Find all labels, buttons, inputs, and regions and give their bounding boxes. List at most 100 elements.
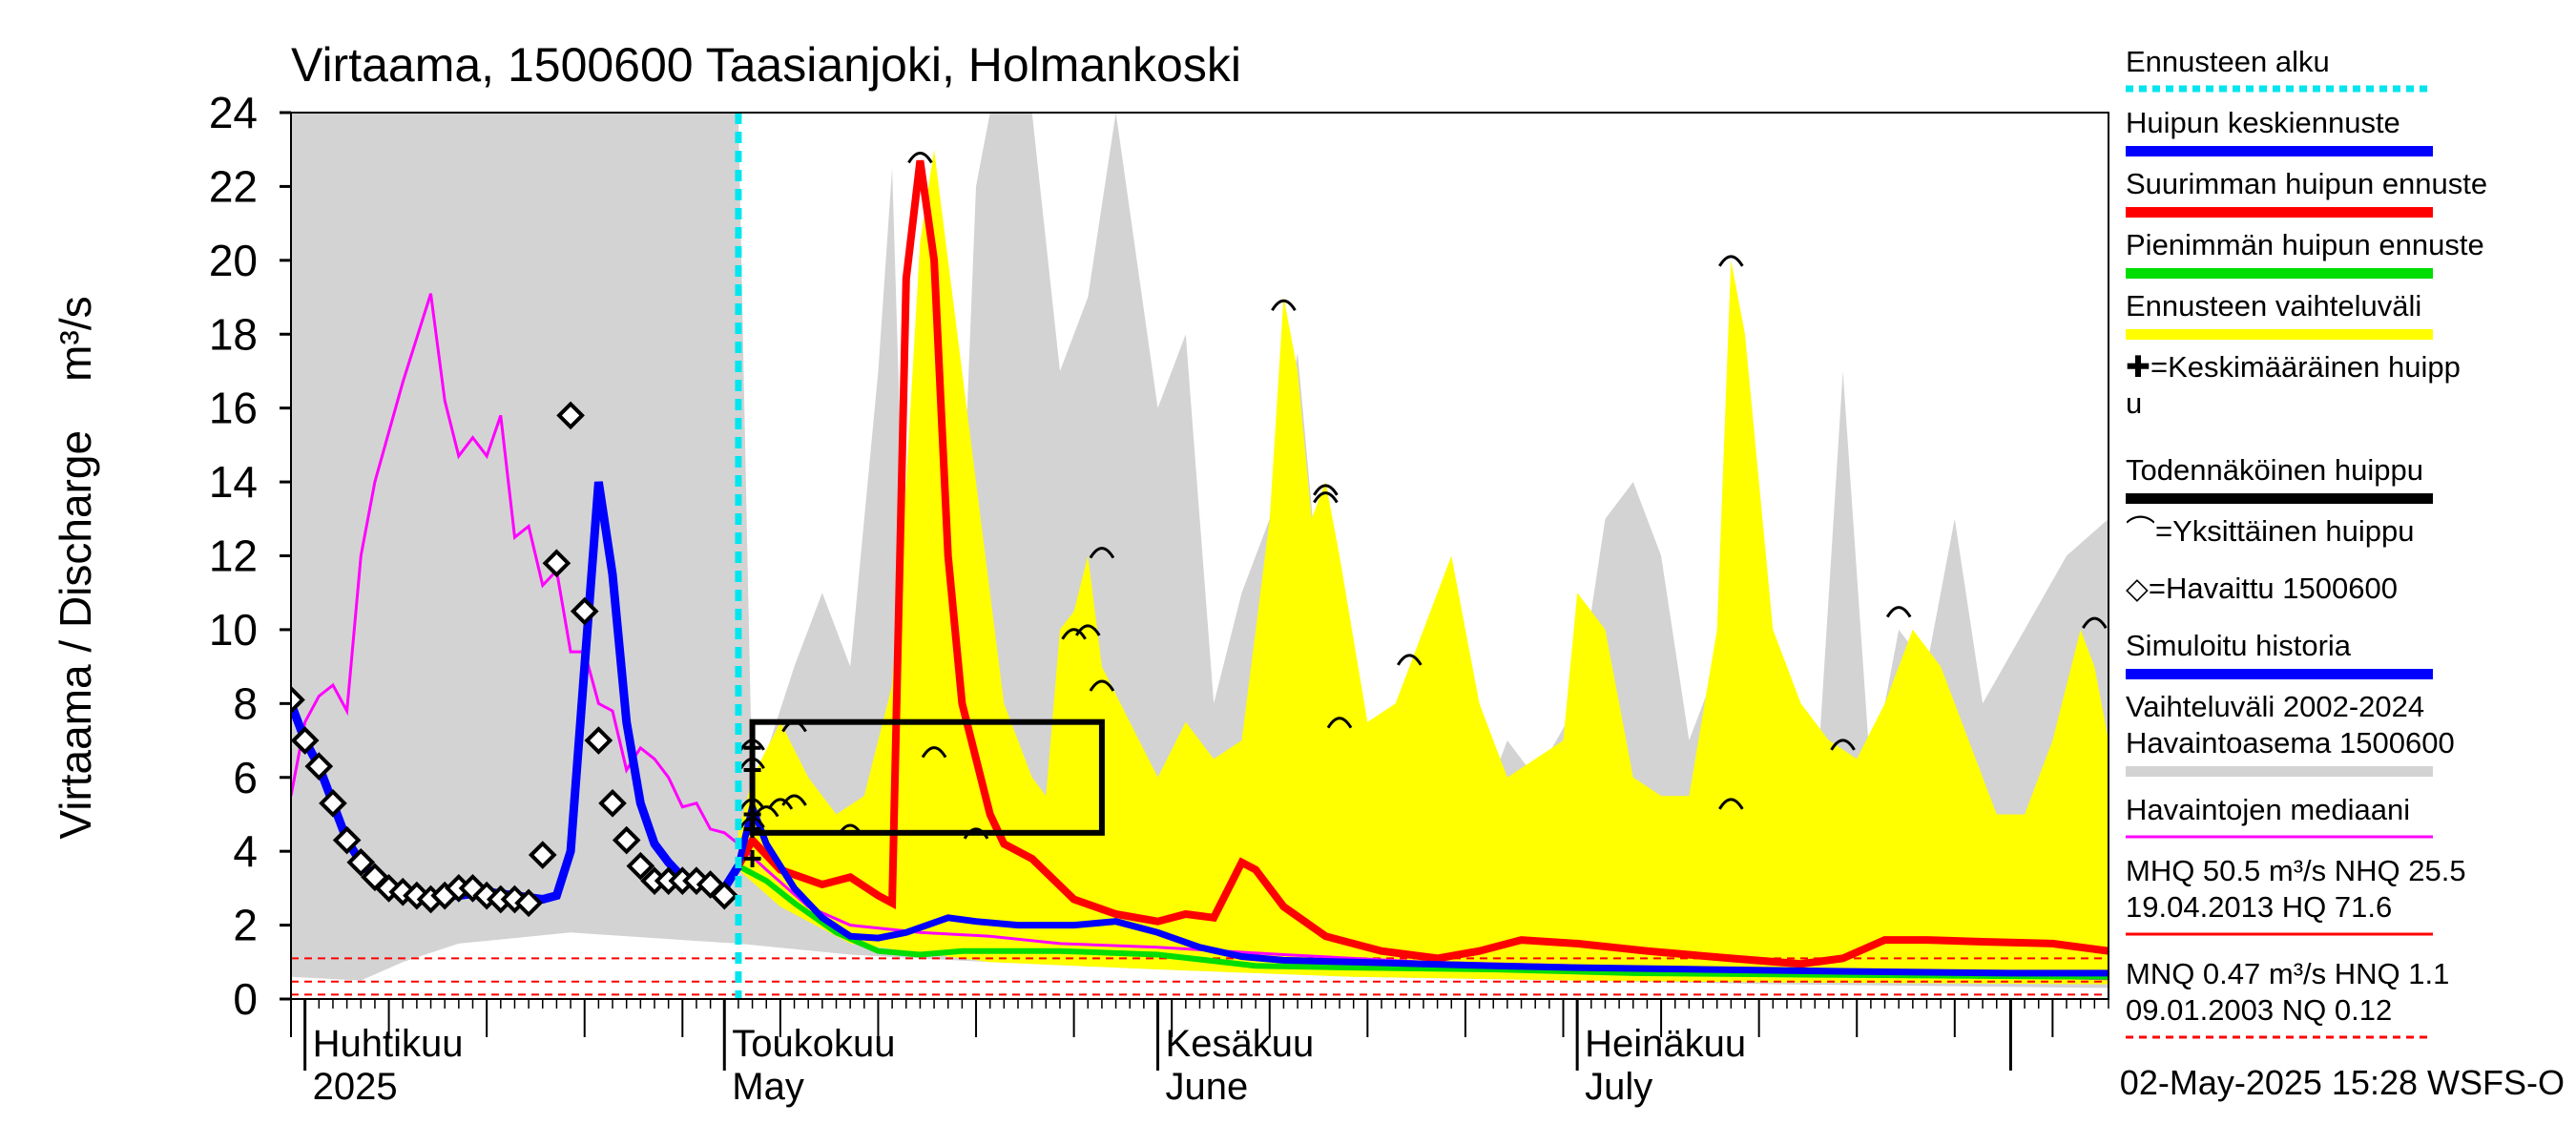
legend-swatch bbox=[2126, 268, 2433, 279]
legend-swatch bbox=[2126, 493, 2433, 504]
observed-point bbox=[598, 789, 627, 818]
legend-swatch bbox=[2126, 766, 2433, 777]
legend-label: Ennusteen vaihteluväli bbox=[2126, 289, 2421, 323]
individual-peak-marker bbox=[1271, 299, 1297, 312]
legend: Ennusteen alku Huipun keskiennuste Suurimm… bbox=[2126, 45, 2487, 1039]
individual-peak-marker bbox=[907, 151, 933, 164]
x-month-label: Toukokuu bbox=[732, 1023, 895, 1065]
individual-peak-marker bbox=[1718, 798, 1744, 810]
timestamp-footer: 02-May-2025 15:28 WSFS-O bbox=[2120, 1063, 2565, 1102]
y-tick-label: 0 bbox=[233, 974, 258, 1024]
legend-label: Huipun keskiennuste bbox=[2126, 106, 2400, 139]
observed-point bbox=[542, 549, 571, 578]
y-axis-label: Virtaama / Discharge m³/s bbox=[51, 296, 100, 839]
individual-peak-marker bbox=[2082, 616, 2108, 629]
individual-peak-marker bbox=[837, 823, 863, 836]
observed-point bbox=[291, 685, 305, 715]
individual-peak-marker bbox=[1718, 255, 1744, 267]
median-line bbox=[291, 293, 2109, 981]
individual-peak-marker bbox=[1830, 739, 1856, 751]
observed-point bbox=[514, 888, 543, 918]
plot-series bbox=[291, 113, 2109, 999]
legend-label: Havaintojen mediaani bbox=[2126, 793, 2410, 826]
x-month-sublabel: June bbox=[1166, 1066, 1249, 1108]
observed-point bbox=[710, 881, 739, 910]
y-tick-label: 20 bbox=[209, 236, 258, 285]
plot-area: 024681012141618202224Huhtikuu2025Toukoku… bbox=[209, 88, 2109, 1108]
observed-point bbox=[291, 726, 320, 755]
individual-peak-marker bbox=[1397, 654, 1423, 666]
y-tick-label: 2 bbox=[233, 901, 258, 950]
mean-peak-marker bbox=[743, 761, 761, 780]
observed-point bbox=[626, 851, 655, 881]
legend-swatch bbox=[2126, 329, 2433, 340]
y-tick-label: 18 bbox=[209, 309, 258, 359]
legend-label: MHQ 50.5 m³/s NHQ 25.5 bbox=[2126, 854, 2466, 887]
individual-peak-marker bbox=[921, 746, 947, 759]
observed-point bbox=[528, 841, 557, 869]
observed-point bbox=[612, 825, 641, 855]
x-month-sublabel: May bbox=[732, 1066, 804, 1108]
legend-label: u bbox=[2126, 386, 2142, 420]
mean-peak-marker bbox=[743, 739, 761, 757]
simulated-history-line bbox=[291, 481, 742, 905]
mean-peak-marker bbox=[743, 805, 761, 823]
max-peak-forecast-line bbox=[735, 159, 2109, 968]
chart-title: Virtaama, 1500600 Taasianjoki, Holmankos… bbox=[291, 38, 1241, 92]
individual-peak-marker bbox=[1326, 717, 1353, 729]
mean-peak-marker bbox=[743, 820, 761, 838]
y-tick-label: 22 bbox=[209, 161, 258, 211]
legend-label: Vaihteluväli 2002-2024 bbox=[2126, 690, 2424, 723]
legend-label: Havaintoasema 1500600 bbox=[2126, 726, 2455, 760]
x-month-label: Huhtikuu bbox=[313, 1023, 464, 1065]
y-tick-label: 4 bbox=[233, 826, 258, 876]
individual-peak-marker bbox=[1313, 491, 1339, 504]
individual-peak-marker bbox=[1089, 547, 1115, 559]
y-tick-label: 16 bbox=[209, 384, 258, 433]
min-peak-forecast-line bbox=[737, 863, 2109, 980]
legend-swatch bbox=[2126, 669, 2433, 679]
y-tick-label: 10 bbox=[209, 605, 258, 655]
observed-point bbox=[332, 825, 362, 855]
observed-point bbox=[570, 596, 599, 626]
legend-label: ✚=Keskimääräinen huipp bbox=[2126, 350, 2461, 384]
individual-peak-marker bbox=[1074, 624, 1101, 636]
individual-peak-marker bbox=[781, 794, 807, 806]
individual-peak-marker bbox=[1061, 628, 1087, 640]
observed-point bbox=[346, 847, 376, 877]
mean-peak-forecast-line bbox=[735, 795, 2109, 977]
individual-peak-marker bbox=[1089, 679, 1115, 692]
observed-point bbox=[584, 726, 613, 755]
individual-peak-marker bbox=[739, 798, 765, 810]
observed-point bbox=[319, 789, 347, 818]
y-tick-label: 14 bbox=[209, 457, 258, 507]
mean-peak-marker bbox=[743, 849, 761, 867]
legend-swatch bbox=[2126, 146, 2433, 156]
x-month-sublabel: 2025 bbox=[313, 1066, 398, 1108]
legend-label: ◇=Havaittu 1500600 bbox=[2126, 572, 2398, 605]
observed-point bbox=[304, 752, 334, 781]
legend-label: Suurimman huipun ennuste bbox=[2126, 167, 2487, 200]
legend-label: Simuloitu historia bbox=[2126, 629, 2352, 662]
y-tick-label: 12 bbox=[209, 531, 258, 581]
x-month-label: Kesäkuu bbox=[1166, 1023, 1315, 1065]
forecast-range-band bbox=[737, 149, 2109, 985]
y-tick-label: 24 bbox=[209, 88, 258, 137]
x-month-label: Heinäkuu bbox=[1585, 1023, 1746, 1065]
legend-label: MNQ 0.47 m³/s HNQ 1.1 bbox=[2126, 957, 2449, 990]
legend-label: 19.04.2013 HQ 71.6 bbox=[2126, 890, 2392, 924]
individual-peak-marker bbox=[1885, 606, 1912, 618]
y-tick-label: 8 bbox=[233, 678, 258, 728]
individual-peak-marker bbox=[1313, 484, 1339, 496]
legend-label: 09.01.2003 NQ 0.12 bbox=[2126, 993, 2392, 1027]
legend-label: Pienimmän huipun ennuste bbox=[2126, 228, 2484, 261]
individual-peak-marker bbox=[781, 720, 807, 733]
individual-peak-marker bbox=[739, 757, 765, 770]
observed-point bbox=[556, 401, 585, 430]
y-tick-label: 6 bbox=[233, 753, 258, 802]
individual-peak-marker bbox=[767, 798, 794, 810]
individual-peak-marker bbox=[963, 827, 989, 840]
legend-label: Todennäköinen huippu bbox=[2126, 453, 2423, 487]
legend-label: ⌒=Yksittäinen huippu bbox=[2126, 514, 2414, 548]
